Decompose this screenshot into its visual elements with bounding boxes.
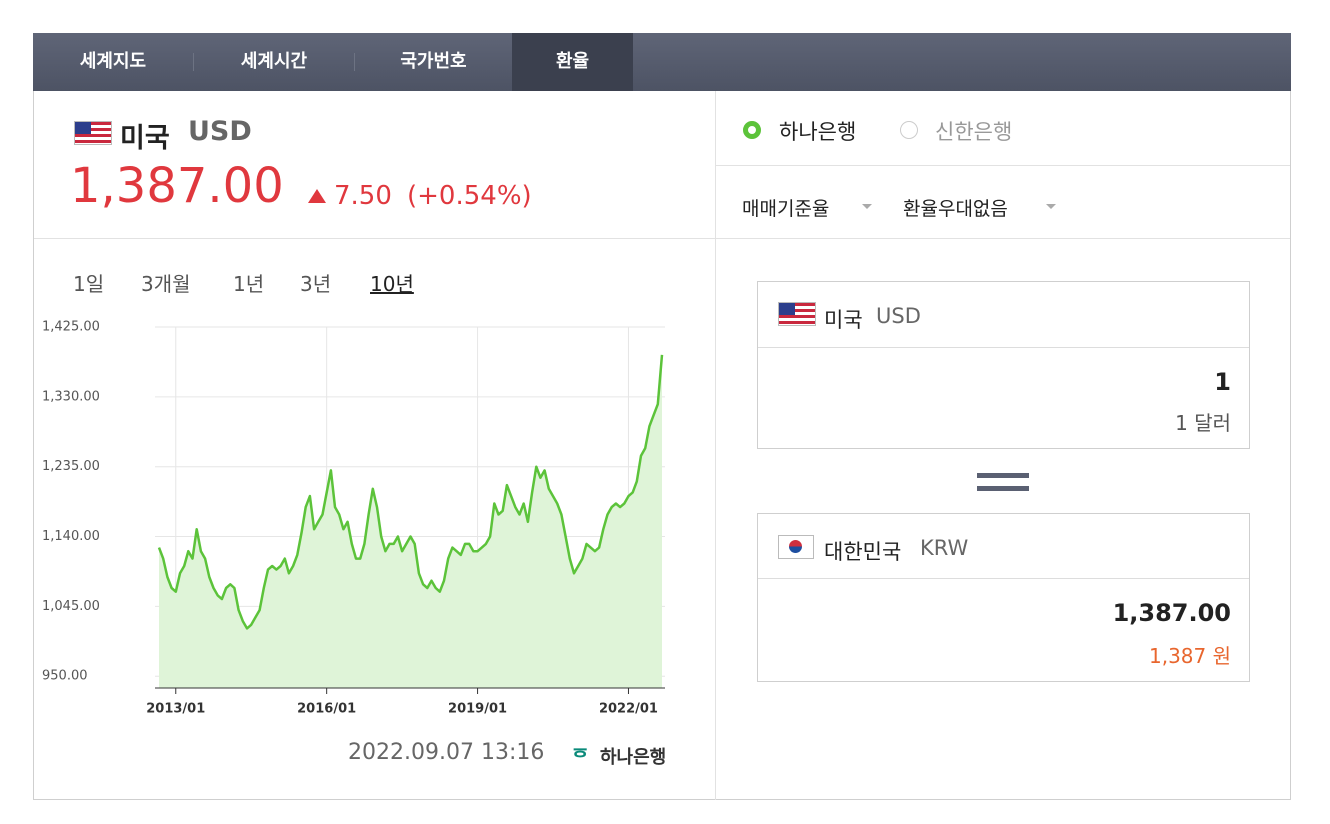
period[interactable]: 3년 [300,272,332,296]
divider [758,347,1249,348]
chart: 950.00 1,045.00 1,140.00 1,235.00 1,330.00 1,… [42,320,665,717]
x-tick-label: 2013/01 [146,702,205,717]
flag-us [74,121,112,145]
y-tick-label: 1,045.00 [42,599,100,614]
period[interactable]: 1일 [73,272,105,296]
y-tick-label: 1,330.00 [42,389,100,404]
converter-box [757,281,1250,449]
tab[interactable]: 국가번호 [400,51,467,72]
period[interactable]: 3개월 [141,272,191,296]
divider [716,165,1290,166]
tab[interactable]: 세계지도 [79,51,147,72]
y-tick-label: 1,235.00 [42,459,100,474]
dropdown[interactable]: 환율우대없음 [903,198,1008,220]
caret [862,204,872,209]
currency: USD [188,116,252,147]
up-icon [308,189,326,203]
bank[interactable]: 하나은행 [779,120,857,144]
x-tick-label: 2022/01 [599,702,658,717]
y-tick-label: 950.00 [42,669,88,684]
amount[interactable]: 1 [1214,368,1231,396]
panel [33,91,1291,800]
country: 미국 [824,308,863,332]
currency: KRW [920,536,969,560]
flag-kr [778,535,814,559]
line [157,354,664,630]
caret [1046,204,1056,209]
amount[interactable]: 1,387.00 [1112,599,1231,627]
amount-text: 1 달러 [1175,411,1231,435]
timestamp: 2022.09.07 13:16 [348,740,545,765]
country: 대한민국 [824,540,902,564]
dropdown[interactable]: 매매기준율 [742,198,830,220]
x-tick-label: 2016/01 [297,702,356,717]
area [159,354,662,688]
y-tick-label: 1,140.00 [42,529,100,544]
divider [758,578,1249,579]
logo-icon: ᅙ [571,745,590,769]
change: 7.50 [334,181,392,211]
tab-divider [193,53,194,71]
price: 1,387.00 [70,158,284,214]
source: 하나은행 [600,747,667,768]
period-selected[interactable]: 10년 [370,272,414,296]
period[interactable]: 1년 [233,272,265,296]
change-pct: (+0.54%) [407,181,532,211]
tab-bar: 세계지도 세계시간 국가번호 환율 [33,33,1291,91]
y-tick-label: 1,425.00 [42,320,100,335]
radio[interactable] [900,121,918,139]
tab-active[interactable]: 환율 [512,33,633,91]
equals [977,486,1029,491]
converter-box [757,513,1250,682]
tab-divider [354,53,355,71]
currency: USD [876,304,921,328]
radio-selected[interactable] [743,121,761,139]
x-tick-label: 2019/01 [448,702,507,717]
divider [34,238,1290,239]
country: 미국 [120,123,170,154]
flag-us [778,302,816,326]
tab[interactable]: 세계시간 [240,51,308,72]
divider [715,91,716,800]
bank[interactable]: 신한은행 [935,120,1013,144]
equals [977,473,1029,478]
amount-text: 1,387 원 [1148,644,1231,668]
